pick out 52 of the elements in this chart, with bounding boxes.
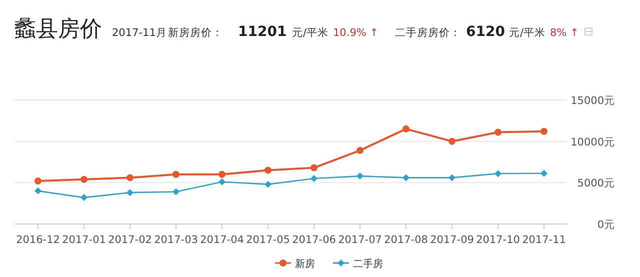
chart-title: 蠡县房价 xyxy=(14,17,102,42)
x-tick-label: 2017-10 xyxy=(476,234,520,246)
y-tick-label: 5000元 xyxy=(577,178,615,190)
x-tick-label: 2016-12 xyxy=(16,234,60,246)
y-tick-label: 15000元 xyxy=(570,95,615,107)
point xyxy=(172,188,180,196)
x-tick-label: 2017-11 xyxy=(522,234,566,246)
text: 元/平米 xyxy=(292,26,329,39)
text: 元/平米 xyxy=(509,26,546,39)
text: 8% ↑ xyxy=(550,27,579,39)
point xyxy=(448,174,456,182)
x-tick-label: 2017-09 xyxy=(430,234,474,246)
point xyxy=(34,187,42,194)
point xyxy=(80,194,88,202)
y-tick-label: 0元 xyxy=(597,219,615,231)
x-tick-label: 2017-08 xyxy=(384,234,428,246)
text: 二手房房价： xyxy=(395,26,461,39)
point xyxy=(540,128,548,135)
x-tick-label: 2017-06 xyxy=(292,234,336,246)
point xyxy=(264,180,272,188)
point xyxy=(310,175,318,182)
point xyxy=(172,170,180,178)
legend-label: 二手房 xyxy=(353,258,383,270)
x-tick-label: 2017-03 xyxy=(154,234,198,246)
point xyxy=(494,170,502,178)
y-tick-label: 10000元 xyxy=(570,136,615,148)
text: 10.9% ↑ xyxy=(333,27,378,39)
point xyxy=(126,189,134,196)
point xyxy=(218,178,226,186)
x-tick-label: 2017-07 xyxy=(338,234,382,246)
point xyxy=(264,166,272,174)
point xyxy=(310,164,318,172)
x-tick-label: 2017-01 xyxy=(62,234,106,246)
point xyxy=(540,170,548,177)
text: 6120 xyxy=(466,24,506,40)
point xyxy=(402,174,410,182)
point xyxy=(402,125,410,132)
point xyxy=(218,170,226,178)
point xyxy=(34,178,42,185)
point xyxy=(126,174,134,182)
point xyxy=(494,128,502,136)
point xyxy=(356,172,364,180)
x-tick-label: 2017-04 xyxy=(200,234,244,246)
text: 11201 xyxy=(238,24,287,40)
legend-label: 新房 xyxy=(295,258,315,270)
x-tick-label: 2017-05 xyxy=(246,234,290,246)
point xyxy=(356,146,364,154)
point xyxy=(80,176,88,183)
point xyxy=(448,138,456,145)
text: 2017-11月 xyxy=(112,27,167,39)
x-tick-label: 2017-02 xyxy=(108,234,152,246)
text: 新房房价： xyxy=(168,26,223,39)
